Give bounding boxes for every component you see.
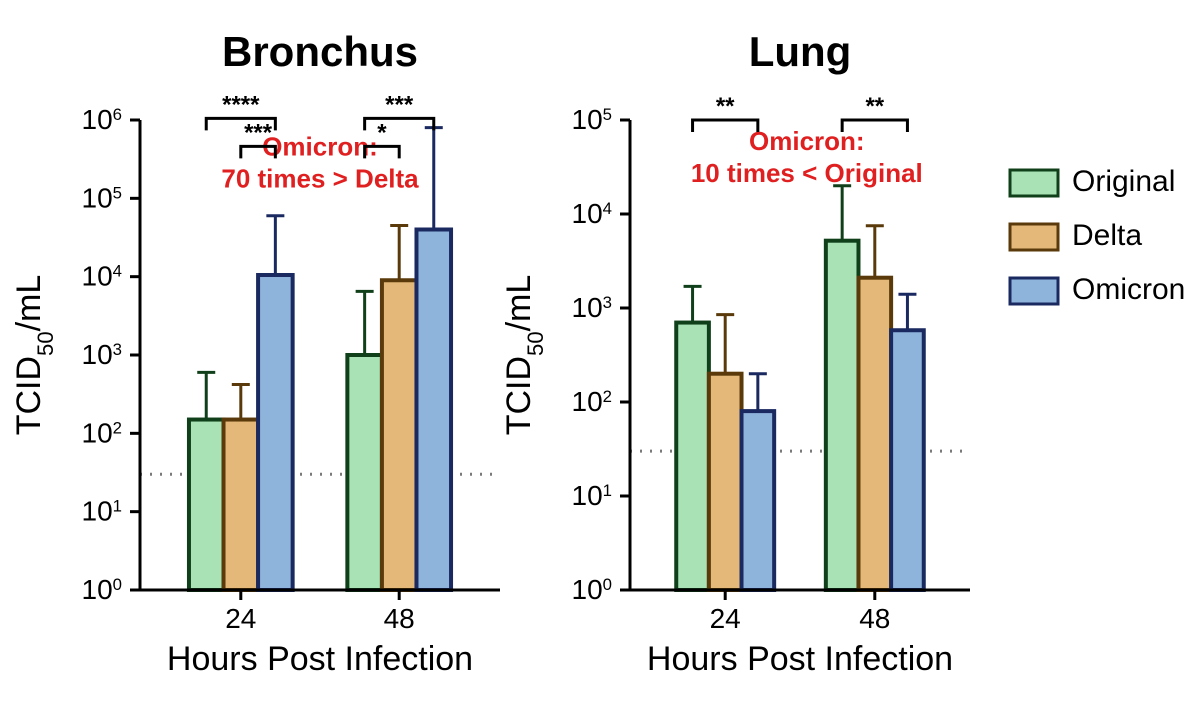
sig-label: **** [222, 91, 260, 118]
panel-title: Lung [749, 28, 852, 75]
sig-label: ** [716, 93, 735, 120]
y-tick-label: 103 [82, 339, 123, 370]
bar-bronchus-24-omicron [258, 275, 293, 590]
annotation-text: 70 times > Delta [221, 164, 419, 194]
y-tick-label: 106 [82, 104, 123, 135]
bar-lung-24-original [676, 323, 709, 590]
bar-bronchus-24-delta [224, 420, 259, 590]
bar-lung-48-omicron [891, 330, 924, 590]
y-tick-label: 101 [572, 480, 613, 511]
y-tick-label: 104 [82, 261, 123, 292]
legend-label-original: Original [1072, 165, 1175, 198]
y-tick-label: 105 [82, 182, 123, 213]
x-tick-label: 48 [384, 603, 415, 634]
y-tick-label: 100 [572, 574, 613, 605]
legend-swatch-original [1010, 170, 1058, 196]
bar-lung-24-delta [709, 374, 742, 590]
y-tick-label: 104 [572, 198, 613, 229]
legend-swatch-omicron [1010, 278, 1058, 304]
legend-swatch-delta [1010, 224, 1058, 250]
x-tick-label: 24 [710, 603, 741, 634]
bar-lung-48-original [826, 241, 859, 590]
panel-title: Bronchus [222, 28, 418, 75]
panel-bronchus: Bronchus 100 101 102 103 104 105 106 24 48 Hours P… [10, 28, 500, 678]
y-tick-label: 103 [572, 292, 613, 323]
bar-bronchus-48-omicron [416, 230, 451, 590]
sig-label: *** [385, 91, 414, 118]
bar-bronchus-48-original [347, 355, 382, 590]
y-axis-label: TCID50/mL [500, 275, 548, 436]
legend: Original Delta Omicron [1010, 165, 1185, 306]
bar-lung-48-delta [858, 278, 891, 590]
sig-label: ** [865, 93, 884, 120]
y-tick-label: 102 [82, 417, 123, 448]
x-axis-label: Hours Post Infection [167, 640, 473, 678]
annotation-text: Omicron: [262, 132, 378, 162]
figure-svg: Original Delta Omicron Bronchus 100 101 102 103… [0, 0, 1200, 710]
legend-label-delta: Delta [1072, 219, 1142, 252]
sig-bracket [365, 118, 434, 130]
figure-root: Original Delta Omicron Bronchus 100 101 102 103… [0, 0, 1200, 710]
x-axis-label: Hours Post Infection [647, 640, 953, 678]
legend-label-omicron: Omicron [1072, 273, 1185, 306]
sig-label: * [377, 119, 387, 146]
y-tick-label: 105 [572, 104, 613, 135]
annotation-text: 10 times < Original [691, 158, 923, 188]
y-tick-label: 101 [82, 496, 123, 527]
sig-label: *** [244, 119, 273, 146]
bar-bronchus-24-original [189, 420, 224, 590]
bar-lung-24-omicron [742, 411, 775, 590]
panel-lung: Lung 100 101 102 103 104 105 24 48 Hours Post Inf… [500, 28, 970, 678]
bar-bronchus-48-delta [382, 280, 417, 590]
x-tick-label: 48 [859, 603, 890, 634]
y-tick-label: 100 [82, 574, 123, 605]
annotation-text: Omicron: [749, 126, 865, 156]
y-axis-label: TCID50/mL [10, 275, 58, 436]
y-tick-label: 102 [572, 386, 613, 417]
x-tick-label: 24 [225, 603, 256, 634]
